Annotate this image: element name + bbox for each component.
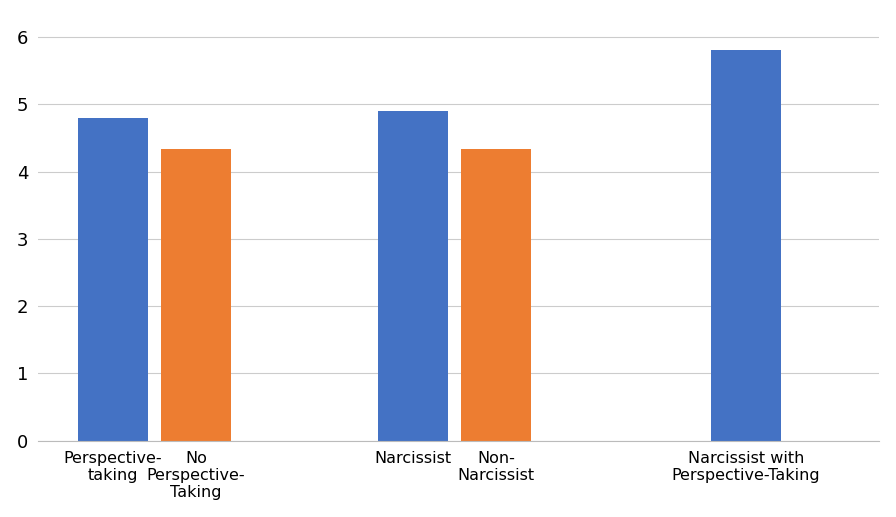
Bar — [378, 111, 448, 441]
Bar — [161, 149, 231, 441]
Bar — [78, 118, 148, 441]
Bar — [711, 50, 781, 441]
Bar — [461, 149, 531, 441]
